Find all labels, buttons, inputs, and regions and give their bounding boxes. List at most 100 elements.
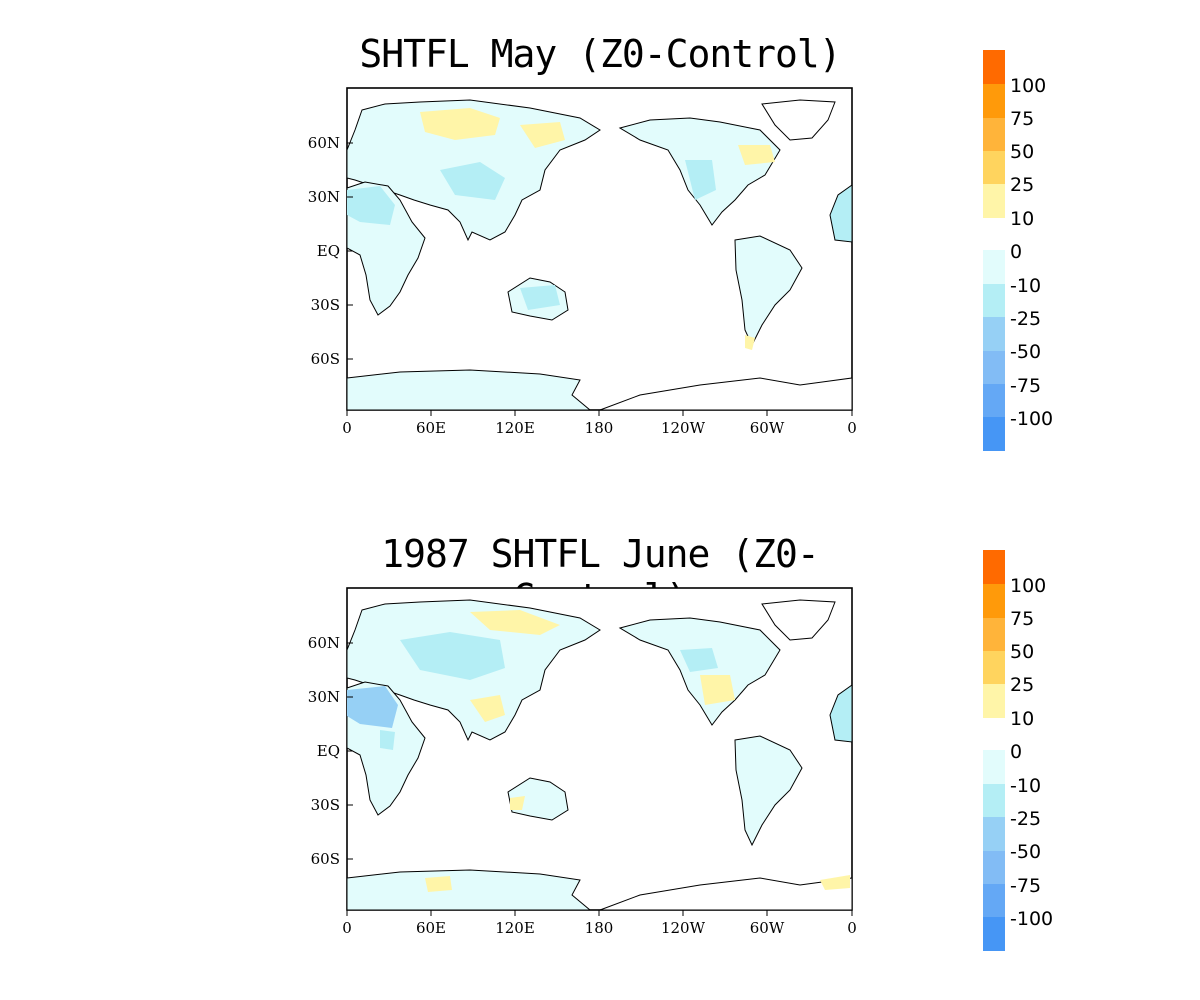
lon-label-180: 180 [585,919,614,937]
lat-label-eq: EQ [317,742,340,760]
panel-title: SHTFL May (Z0-Control) [359,32,841,76]
anomaly-patch [470,610,560,635]
map-panel-june-1987: 1987 SHTFL June (Z0-Control) [0,500,1200,1000]
anomaly-patch [347,186,395,225]
colorbar-swatch [983,250,1005,284]
colorbar-swatch [983,84,1005,118]
anomaly-patch [820,875,850,890]
colorbar-swatch [983,884,1005,917]
lon-label-120e: 120E [495,919,535,937]
lat-label-30s: 30S [311,796,340,814]
colorbar-label: 100 [1010,575,1046,597]
lat-label-30n: 30N [308,688,340,706]
landmass-antarctica-east [599,877,853,911]
lon-label-120w: 120W [661,919,706,937]
map-figure: 60N 30N EQ 30S 60S 0 60E 120E 180 120W 6… [308,50,1053,451]
colorbar-label: 25 [1010,674,1034,696]
colorbar-label: 0 [1010,741,1022,763]
colorbar-label: -25 [1010,308,1041,330]
colorbar-swatch [983,384,1005,417]
anomaly-patch [425,876,452,892]
colorbar-swatch [983,184,1005,218]
lon-label-0: 0 [342,919,352,937]
lon-label-0-east: 0 [847,919,857,937]
landmass-antarctica [346,869,592,911]
axis-ticks [346,142,853,416]
colorbar-label: 100 [1010,75,1046,97]
colorbar-label: 50 [1010,641,1034,663]
landmass-africa-west-edge [829,184,853,243]
lon-label-60e: 60E [416,919,446,937]
map-panel-may: SHTFL May (Z0-Control) [308,32,1053,451]
landmass-antarctica-east [599,377,853,411]
landmass-south-america [734,735,803,847]
colorbar-swatch [983,50,1005,84]
anomaly-patch [347,686,398,728]
lat-label-60s: 60S [311,850,340,868]
anomaly-patch [700,675,735,705]
landmass-greenland [761,599,836,641]
map-figure: 60N 30N EQ 30S 60S 0 60E 120E 180 120W 6… [308,550,1053,951]
colorbar-label: 10 [1010,708,1034,730]
anomaly-patch [745,335,755,350]
lat-label-60n: 60N [308,134,340,152]
anomaly-patch [470,695,505,722]
lon-label-0: 0 [342,419,352,437]
colorbar-swatch [983,618,1005,651]
colorbar-label: -50 [1010,841,1041,863]
colorbar-label: -100 [1010,408,1053,430]
colorbar-swatch [983,784,1005,817]
colorbar-swatch [983,750,1005,784]
colorbar-label: 75 [1010,108,1034,130]
colorbar-swatch [983,351,1005,384]
colorbar-label: -75 [1010,875,1041,897]
lon-label-120w: 120W [661,419,706,437]
lat-label-30n: 30N [308,188,340,206]
anomaly-patch [440,162,505,200]
colorbar-swatch [983,584,1005,618]
landmass-greenland [761,99,836,141]
anomaly-patch [520,122,565,148]
landmass-africa-west-edge [829,684,853,743]
latitude-labels: 60N 30N EQ 30S 60S [308,634,340,868]
colorbar-label: -50 [1010,341,1041,363]
landmass-australia [507,777,569,821]
anomaly-patch [738,145,775,165]
anomaly-patch [420,108,500,140]
axis-ticks [346,642,853,916]
colorbar-label: 50 [1010,141,1034,163]
anomaly-patches [347,610,850,892]
landmass-antarctica [346,369,592,411]
colorbar-label: -25 [1010,808,1041,830]
colorbar-swatch [983,917,1005,951]
colorbar-label: -10 [1010,275,1041,297]
anomaly-patch [380,730,395,750]
colorbar-label: 75 [1010,608,1034,630]
longitude-labels: 0 60E 120E 180 120W 60W 0 [342,419,857,437]
anomaly-patch [520,285,560,310]
landmass-south-america [734,235,803,347]
lon-label-60w: 60W [750,419,785,437]
anomaly-patch [685,160,716,200]
lon-label-120e: 120E [495,419,535,437]
colorbar-label: 10 [1010,208,1034,230]
anomaly-patches [347,108,775,350]
colorbar-swatch [983,317,1005,351]
anomaly-patch [510,796,525,810]
latitude-labels: 60N 30N EQ 30S 60S [308,134,340,368]
lon-label-60w: 60W [750,919,785,937]
colorbar-label: -100 [1010,908,1053,930]
colorbar-swatch [983,651,1005,684]
lat-label-60n: 60N [308,634,340,652]
lon-label-0-east: 0 [847,419,857,437]
lon-label-60e: 60E [416,419,446,437]
colorbar: 100 75 50 25 10 0 -10 -25 -50 -75 -100 [983,50,1053,451]
colorbar-label: 25 [1010,174,1034,196]
anomaly-patch [680,648,718,672]
colorbar-swatch [983,817,1005,851]
colorbar-swatch [983,684,1005,718]
lat-label-60s: 60S [311,350,340,368]
colorbar-swatch [983,284,1005,317]
colorbar-label: -10 [1010,775,1041,797]
lat-label-30s: 30S [311,296,340,314]
